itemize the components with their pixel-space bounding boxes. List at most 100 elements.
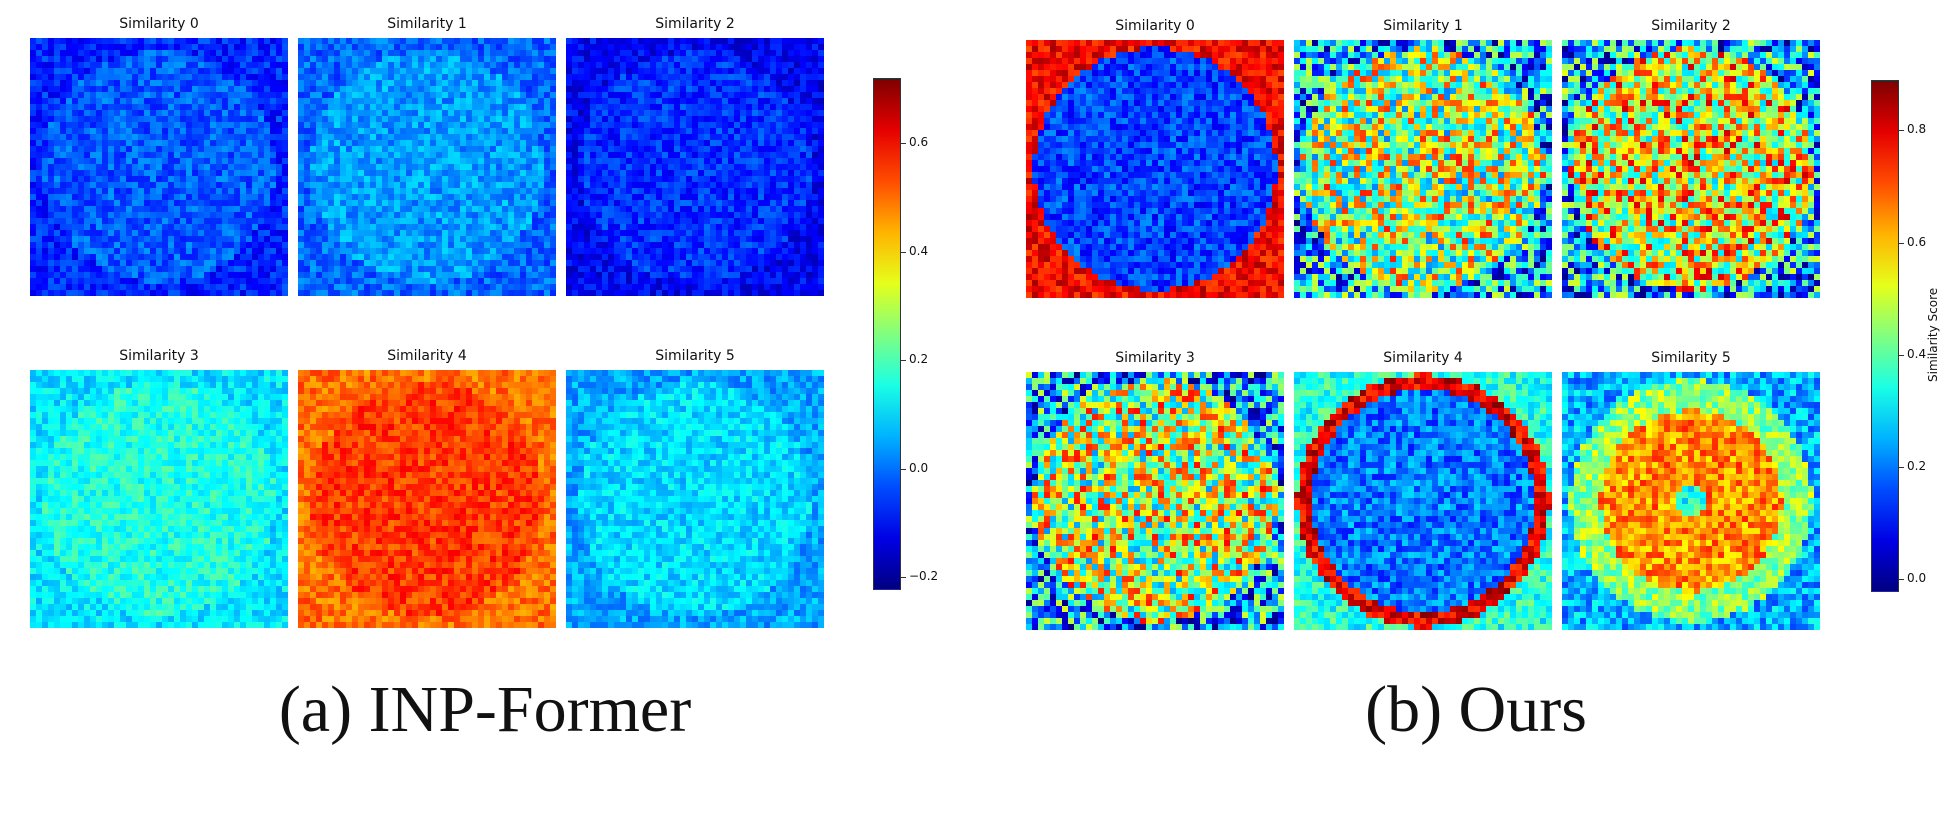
heatmap-cell — [322, 116, 329, 123]
heatmap-cell — [90, 74, 97, 81]
heatmap-cell — [132, 98, 139, 105]
heatmap-cell — [544, 158, 551, 165]
heatmap-cell — [198, 56, 205, 63]
heatmap-cell — [222, 116, 229, 123]
heatmap-cell — [644, 92, 651, 99]
heatmap-cell — [532, 56, 539, 63]
heatmap-cell — [376, 38, 383, 45]
heatmap-cell — [650, 74, 657, 81]
heatmap-cell — [692, 140, 699, 147]
heatmap-cell — [710, 236, 717, 243]
heatmap-cell — [102, 50, 109, 57]
heatmap-cell — [180, 50, 187, 57]
heatmap-cell — [520, 98, 527, 105]
heatmap-cell — [216, 266, 223, 273]
heatmap-cell — [722, 170, 729, 177]
heatmap-cell — [42, 164, 49, 171]
heatmap-cell — [346, 152, 353, 159]
heatmap-cell — [566, 122, 573, 129]
heatmap-cell — [698, 218, 705, 225]
heatmap-cell — [502, 284, 509, 291]
heatmap-cell — [352, 242, 359, 249]
heatmap-cell — [650, 86, 657, 93]
heatmap-cell — [608, 254, 615, 261]
heatmap-cell — [656, 224, 663, 231]
heatmap-cell — [340, 176, 347, 183]
heatmap-cell — [340, 134, 347, 141]
heatmap-cell — [394, 50, 401, 57]
heatmap-cell — [102, 56, 109, 63]
heatmap-cell — [584, 68, 591, 75]
heatmap-cell — [132, 152, 139, 159]
heatmap-cell — [526, 92, 533, 99]
heatmap-cell — [66, 272, 73, 279]
heatmap-cell — [310, 56, 317, 63]
heatmap-cell — [578, 104, 585, 111]
heatmap-cell — [310, 230, 317, 237]
heatmap-cell — [490, 266, 497, 273]
heatmap-cell — [508, 188, 515, 195]
heatmap-cell — [114, 122, 121, 129]
heatmap-cell — [614, 266, 621, 273]
heatmap-cell — [514, 218, 521, 225]
heatmap-cell — [352, 38, 359, 45]
heatmap-cell — [436, 206, 443, 213]
heatmap-cell — [240, 146, 247, 153]
heatmap-cell — [192, 272, 199, 279]
heatmap-cell — [650, 230, 657, 237]
heatmap-cell — [514, 158, 521, 165]
heatmap-cell — [54, 170, 61, 177]
heatmap-cell — [716, 116, 723, 123]
heatmap-cell — [102, 290, 109, 296]
heatmap-cell — [298, 194, 305, 201]
heatmap-cell — [174, 74, 181, 81]
heatmap-cell — [412, 284, 419, 291]
heatmap-cell — [316, 242, 323, 249]
heatmap-cell — [138, 146, 145, 153]
heatmap-cell — [620, 248, 627, 255]
heatmap-cell — [448, 176, 455, 183]
heatmap-cell — [442, 128, 449, 135]
heatmap-cell — [400, 104, 407, 111]
heatmap-cell — [400, 170, 407, 177]
heatmap-cell — [340, 182, 347, 189]
heatmap-cell — [608, 134, 615, 141]
heatmap-cell — [608, 146, 615, 153]
heatmap-cell — [400, 248, 407, 255]
heatmap-cell — [656, 152, 663, 159]
heatmap-cell — [544, 134, 551, 141]
heatmap-cell — [710, 86, 717, 93]
heatmap-cell — [168, 122, 175, 129]
heatmap-cell — [310, 152, 317, 159]
heatmap-cell — [204, 272, 211, 279]
heatmap-cell — [496, 158, 503, 165]
heatmap-cell — [328, 194, 335, 201]
heatmap-cell — [626, 92, 633, 99]
heatmap-cell — [352, 194, 359, 201]
heatmap-cell — [710, 188, 717, 195]
heatmap-cell — [692, 278, 699, 285]
heatmap-cell — [662, 230, 669, 237]
heatmap-cell — [680, 68, 687, 75]
heatmap-cell — [276, 56, 283, 63]
heatmap-cell — [430, 284, 437, 291]
heatmap-cell — [322, 290, 329, 296]
heatmap-cell — [270, 176, 277, 183]
heatmap-cell — [222, 62, 229, 69]
heatmap-cell — [520, 200, 527, 207]
heatmap-cell — [376, 122, 383, 129]
heatmap-cell — [174, 56, 181, 63]
heatmap-cell — [566, 86, 573, 93]
heatmap-cell — [228, 236, 235, 243]
heatmap-cell — [204, 284, 211, 291]
heatmap-cell — [252, 254, 259, 261]
heatmap-cell — [508, 242, 515, 249]
heatmap-cell — [572, 176, 579, 183]
heatmap-cell — [180, 116, 187, 123]
heatmap-cell — [150, 284, 157, 291]
heatmap-cell — [448, 260, 455, 267]
heatmap-cell — [96, 182, 103, 189]
heatmap-cell — [686, 38, 693, 45]
heatmap-cell — [632, 116, 639, 123]
heatmap-cell — [620, 68, 627, 75]
